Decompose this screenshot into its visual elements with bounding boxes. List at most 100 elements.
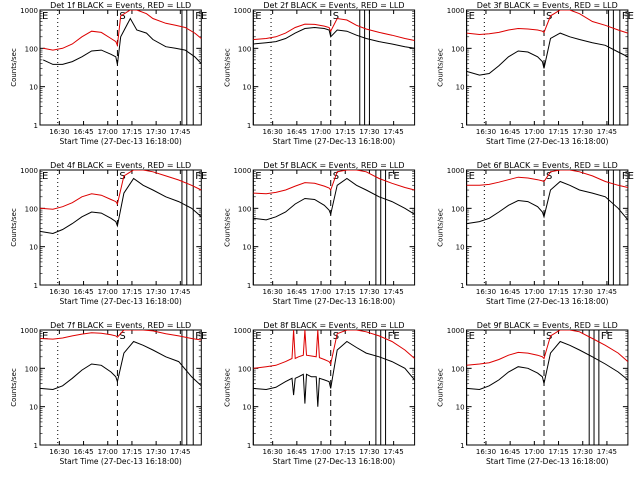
y-tick-label: 1 — [34, 442, 38, 450]
panel-det-6: Det 6f BLACK = Events, RED = LLD 1 10 100 10… — [437, 161, 634, 306]
marker-label: S — [119, 171, 125, 182]
series-line-events — [42, 17, 202, 65]
x-axis-label: Start Time (27-Dec-13 16:18:00) — [486, 137, 608, 146]
y-tick-label: 1000 — [20, 7, 38, 15]
marker-label: FE — [195, 171, 207, 182]
series-line-lld — [253, 330, 415, 369]
y-axis-label: Counts/sec — [437, 48, 445, 87]
y-tick-label: 1 — [34, 282, 38, 290]
marker-label: E — [469, 171, 475, 182]
x-tick-label: 16:45 — [287, 128, 307, 136]
y-tick-label: 100 — [25, 365, 38, 373]
y-axis-label: Counts/sec — [223, 48, 231, 87]
x-tick-label: 16:45 — [287, 288, 307, 296]
y-tick-label: 10 — [242, 84, 251, 92]
y-tick-label: 10 — [456, 244, 465, 252]
x-tick-label: 16:45 — [73, 288, 93, 296]
x-tick-label: 16:45 — [73, 448, 93, 456]
x-tick-label: 17:00 — [98, 288, 118, 296]
x-tick-label: 16:45 — [500, 448, 520, 456]
series-line-events — [253, 177, 415, 221]
x-tick-label: 17:30 — [573, 448, 593, 456]
panel-det-8: Det 8f BLACK = Events, RED = LLD 1 10 100 10… — [223, 321, 416, 466]
x-tick-label: 17:45 — [597, 448, 617, 456]
x-tick-label: 17:30 — [573, 288, 593, 296]
y-tick-label: 10 — [456, 84, 465, 92]
series-line-lld — [466, 330, 628, 366]
x-tick-label: 17:30 — [146, 288, 166, 296]
x-tick-label: 17:00 — [98, 128, 118, 136]
y-axis-label: Counts/sec — [223, 368, 231, 407]
panel-title: Det 6f BLACK = Events, RED = LLD — [477, 161, 618, 170]
y-tick-label: 10 — [242, 404, 251, 412]
y-axis-label: Counts/sec — [437, 368, 445, 407]
y-tick-label: 1 — [460, 282, 464, 290]
x-axis-label: Start Time (27-Dec-13 16:18:00) — [273, 137, 395, 146]
series-line-lld — [466, 170, 628, 188]
x-tick-label: 17:15 — [548, 288, 568, 296]
series-line-events — [466, 340, 628, 391]
y-axis-label: Counts/sec — [437, 208, 445, 247]
marker-label: S — [119, 331, 125, 342]
panel-det-4: Det 4f BLACK = Events, RED = LLD 1 10 100 10… — [10, 161, 207, 306]
x-tick-label: 17:15 — [548, 128, 568, 136]
x-tick-label: 17:00 — [524, 448, 544, 456]
x-axis-label: Start Time (27-Dec-13 16:18:00) — [486, 297, 608, 306]
x-axis-label: Start Time (27-Dec-13 16:18:00) — [59, 457, 181, 466]
x-tick-label: 16:45 — [73, 128, 93, 136]
x-tick-label: 17:30 — [359, 128, 379, 136]
y-tick-label: 1 — [460, 442, 464, 450]
y-axis-label: Counts/sec — [10, 368, 18, 407]
x-tick-label: 17:45 — [384, 128, 404, 136]
series-line-lld — [466, 10, 628, 36]
panel-title: Det 8f BLACK = Events, RED = LLD — [263, 321, 404, 330]
series-line-lld — [40, 330, 202, 341]
x-axis-label: Start Time (27-Dec-13 16:18:00) — [59, 137, 181, 146]
x-tick-label: 17:15 — [122, 288, 142, 296]
y-tick-label: 100 — [238, 205, 251, 213]
x-tick-label: 16:30 — [49, 288, 69, 296]
marker-label: S — [546, 331, 552, 342]
x-tick-label: 17:30 — [146, 128, 166, 136]
x-tick-label: 16:45 — [500, 128, 520, 136]
marker-label: E — [255, 171, 261, 182]
x-axis-label: Start Time (27-Dec-13 16:18:00) — [273, 457, 395, 466]
x-tick-label: 17:45 — [170, 448, 190, 456]
x-tick-label: 17:45 — [384, 288, 404, 296]
y-tick-label: 1 — [247, 442, 251, 450]
panel-det-1: Det 1f BLACK = Events, RED = LLD 1 10 100 10… — [10, 1, 207, 146]
y-axis-label: Counts/sec — [223, 208, 231, 247]
x-tick-label: 17:00 — [311, 288, 331, 296]
y-tick-label: 1 — [34, 122, 38, 130]
x-tick-label: 17:15 — [548, 448, 568, 456]
x-tick-label: 17:00 — [311, 448, 331, 456]
x-axis-label: Start Time (27-Dec-13 16:18:00) — [59, 297, 181, 306]
x-tick-label: 17:30 — [359, 448, 379, 456]
y-tick-label: 100 — [451, 205, 464, 213]
panel-title: Det 9f BLACK = Events, RED = LLD — [477, 321, 618, 330]
marker-label: E — [469, 11, 475, 22]
series-line-events — [466, 180, 628, 225]
x-tick-label: 16:30 — [263, 288, 283, 296]
y-tick-label: 1000 — [233, 7, 251, 15]
marker-label: FE — [388, 171, 400, 182]
x-tick-label: 17:00 — [311, 128, 331, 136]
x-tick-label: 17:30 — [573, 128, 593, 136]
y-tick-label: 100 — [451, 45, 464, 53]
y-tick-label: 1 — [247, 282, 251, 290]
panel-det-9: Det 9f BLACK = Events, RED = LLD 1 10 100 10… — [437, 321, 629, 466]
x-tick-label: 16:30 — [476, 288, 496, 296]
x-tick-label: 17:00 — [524, 128, 544, 136]
x-tick-label: 17:15 — [335, 288, 355, 296]
x-tick-label: 17:15 — [122, 128, 142, 136]
y-tick-label: 100 — [25, 45, 38, 53]
y-tick-label: 100 — [25, 205, 38, 213]
marker-label: S — [546, 11, 552, 22]
y-axis-label: Counts/sec — [10, 208, 18, 247]
marker-label: FE — [601, 331, 613, 342]
y-tick-label: 1000 — [20, 167, 38, 175]
series-line-lld — [253, 17, 415, 41]
y-axis-label: Counts/sec — [10, 48, 18, 87]
